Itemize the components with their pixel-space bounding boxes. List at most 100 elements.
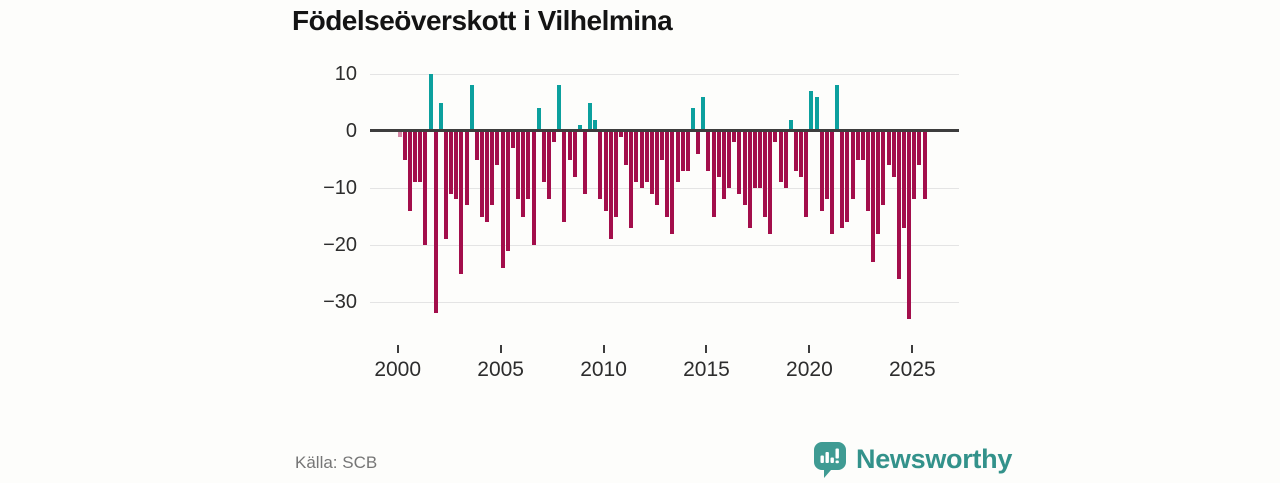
gridline — [370, 188, 959, 189]
bar — [691, 108, 696, 131]
bar — [850, 131, 855, 200]
bar — [516, 131, 521, 200]
bar — [397, 131, 402, 137]
bar — [485, 131, 490, 223]
bar — [902, 131, 907, 228]
bar — [799, 131, 804, 177]
bar — [618, 131, 623, 137]
bar — [423, 131, 428, 245]
x-axis-tick — [602, 345, 605, 353]
bar — [907, 131, 912, 320]
bar — [804, 131, 809, 217]
x-axis-label: 2025 — [888, 358, 936, 381]
bar — [680, 131, 685, 171]
bar — [783, 131, 788, 188]
bar — [433, 131, 438, 314]
bar — [840, 131, 845, 228]
bar — [881, 131, 886, 206]
bar — [608, 131, 613, 240]
bar — [886, 131, 891, 166]
bar — [655, 131, 660, 206]
bar — [778, 131, 783, 183]
gridline — [370, 245, 959, 246]
bar — [742, 131, 747, 206]
bar — [757, 131, 762, 188]
x-axis-tick — [808, 345, 811, 353]
bar — [649, 131, 654, 194]
bar — [603, 131, 608, 211]
y-axis-label: −30 — [323, 291, 357, 313]
bar — [464, 131, 469, 206]
bar — [922, 131, 927, 200]
bar — [866, 131, 871, 211]
bar — [747, 131, 752, 228]
bar — [582, 131, 587, 194]
brand-wordmark: Newsworthy — [856, 443, 1013, 474]
bar — [644, 131, 649, 183]
bar — [593, 119, 598, 131]
bar — [567, 131, 572, 160]
bar — [541, 131, 546, 183]
bar — [675, 131, 680, 183]
bar — [701, 96, 706, 131]
bar — [413, 131, 418, 183]
bar — [454, 131, 459, 200]
y-axis-label: −20 — [323, 234, 357, 256]
bar — [469, 85, 474, 131]
bar — [557, 85, 562, 131]
speech-bubble-bar-chart-icon — [812, 440, 848, 478]
bar — [402, 131, 407, 160]
x-axis-tick — [911, 345, 914, 353]
bar — [510, 131, 515, 149]
bar — [418, 131, 423, 183]
bar — [737, 131, 742, 194]
bar — [639, 131, 644, 188]
bar — [505, 131, 510, 251]
bar — [449, 131, 454, 194]
bar — [876, 131, 881, 234]
bar — [624, 131, 629, 166]
bar — [500, 131, 505, 268]
bar — [732, 131, 737, 143]
bar — [546, 131, 551, 200]
bar — [835, 85, 840, 131]
bar — [495, 131, 500, 166]
bar — [634, 131, 639, 183]
bar — [855, 131, 860, 160]
x-axis-tick — [396, 345, 399, 353]
bar — [788, 119, 793, 131]
bar — [490, 131, 495, 206]
bar — [896, 131, 901, 280]
bar — [521, 131, 526, 217]
x-axis-tick — [499, 345, 502, 353]
bar — [685, 131, 690, 171]
bar — [871, 131, 876, 263]
y-axis-label: −10 — [323, 177, 357, 199]
bar — [814, 96, 819, 131]
bar — [588, 102, 593, 131]
bar — [562, 131, 567, 223]
bar — [711, 131, 716, 217]
bar — [577, 125, 582, 131]
bar — [552, 131, 557, 143]
bar — [613, 131, 618, 217]
gridline — [370, 302, 959, 303]
bar — [474, 131, 479, 160]
bar — [860, 131, 865, 160]
bar — [727, 131, 732, 188]
source-label: Källa: SCB — [295, 453, 378, 472]
bar — [459, 131, 464, 274]
gridline — [370, 74, 959, 75]
x-axis-tick — [705, 345, 708, 353]
bar — [773, 131, 778, 143]
bar — [629, 131, 634, 228]
bar — [830, 131, 834, 234]
bar — [531, 131, 536, 245]
x-axis-label: 2005 — [477, 358, 524, 381]
bar — [917, 131, 922, 166]
bar — [407, 131, 412, 211]
y-axis-label: 0 — [345, 120, 357, 142]
bar — [793, 131, 798, 171]
bar — [670, 131, 675, 234]
bar — [706, 131, 711, 171]
